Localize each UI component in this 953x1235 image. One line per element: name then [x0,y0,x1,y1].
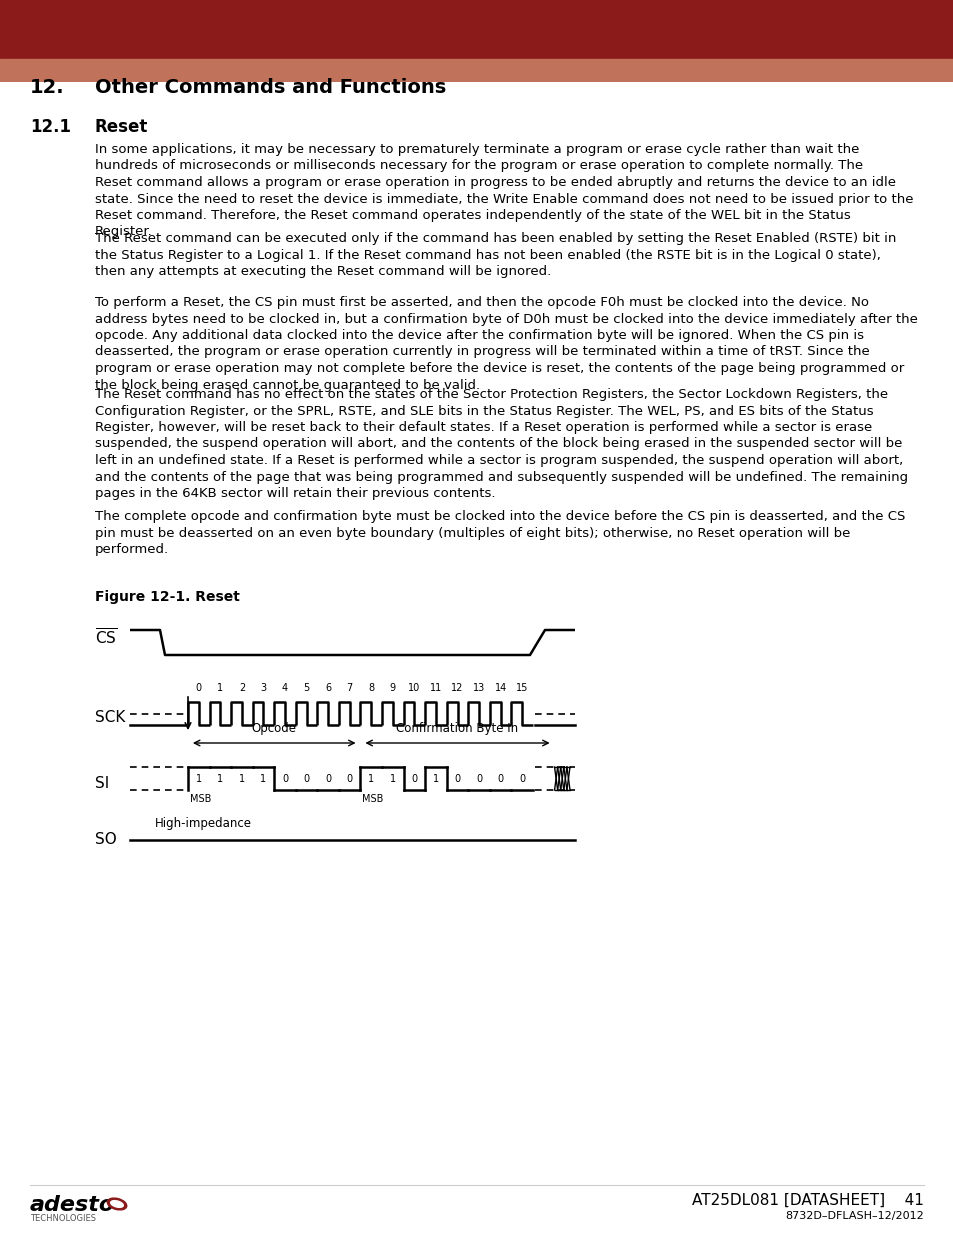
Text: 1: 1 [217,683,223,693]
Text: $\overline{\mathrm{CS}}$: $\overline{\mathrm{CS}}$ [95,627,117,648]
Text: 13: 13 [473,683,485,693]
Text: 8732D–DFLASH–12/2012: 8732D–DFLASH–12/2012 [784,1212,923,1221]
Text: 11: 11 [430,683,441,693]
Ellipse shape [107,1198,127,1210]
Text: 8: 8 [368,683,374,693]
Text: 3: 3 [260,683,266,693]
Text: 12.1: 12.1 [30,119,71,136]
Text: 2: 2 [238,683,245,693]
Text: 0: 0 [195,683,202,693]
Text: Other Commands and Functions: Other Commands and Functions [95,78,446,98]
Text: 12.: 12. [30,78,65,98]
Text: 15: 15 [516,683,528,693]
Text: 9: 9 [390,683,395,693]
Text: adesto: adesto [30,1195,115,1215]
Text: To perform a Reset, the CS pin must first be asserted, and then the opcode F0h m: To perform a Reset, the CS pin must firs… [95,296,917,391]
Text: Figure 12-1. Reset: Figure 12-1. Reset [95,590,239,604]
Text: SO: SO [95,832,116,847]
Text: 0: 0 [325,773,331,783]
Text: 1: 1 [238,773,245,783]
Bar [0,0,953,59]
Text: 5: 5 [303,683,310,693]
Text: 7: 7 [346,683,353,693]
Text: 1: 1 [390,773,395,783]
Text: 0: 0 [497,773,503,783]
Text: 0: 0 [454,773,460,783]
Text: 12: 12 [451,683,463,693]
Text: 0: 0 [411,773,417,783]
Text: 1: 1 [260,773,266,783]
Text: In some applications, it may be necessary to prematurely terminate a program or : In some applications, it may be necessar… [95,143,913,238]
Text: AT25DL081 [DATASHEET]    41: AT25DL081 [DATASHEET] 41 [691,1193,923,1208]
Text: Opcode: Opcode [252,722,296,735]
Bar [0,59,953,82]
Text: Reset: Reset [95,119,149,136]
Text: TECHNOLOGIES: TECHNOLOGIES [30,1214,96,1223]
Text: The Reset command has no effect on the states of the Sector Protection Registers: The Reset command has no effect on the s… [95,388,907,500]
Text: 1: 1 [368,773,374,783]
Text: MSB: MSB [190,794,212,804]
Text: 10: 10 [408,683,420,693]
Text: SCK: SCK [95,710,125,725]
Text: 0: 0 [303,773,310,783]
Text: 1: 1 [433,773,438,783]
Text: 0: 0 [282,773,288,783]
Text: 0: 0 [518,773,525,783]
Text: 14: 14 [494,683,506,693]
Text: 1: 1 [195,773,202,783]
Text: 1: 1 [217,773,223,783]
Text: 6: 6 [325,683,331,693]
Text: 0: 0 [346,773,353,783]
Text: 0: 0 [476,773,481,783]
Ellipse shape [111,1200,123,1208]
Text: Confirmation Byte In: Confirmation Byte In [396,722,518,735]
Text: MSB: MSB [362,794,383,804]
Text: High-impedance: High-impedance [154,818,252,830]
Text: SI: SI [95,776,110,790]
Text: The Reset command can be executed only if the command has been enabled by settin: The Reset command can be executed only i… [95,232,896,278]
Text: The complete opcode and confirmation byte must be clocked into the device before: The complete opcode and confirmation byt… [95,510,904,556]
Text: 4: 4 [282,683,288,693]
